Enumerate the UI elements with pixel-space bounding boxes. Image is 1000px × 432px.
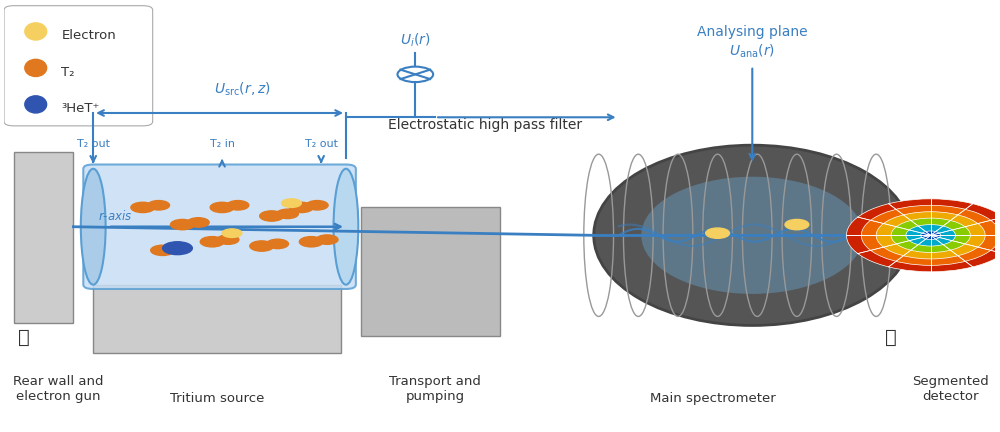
Circle shape <box>277 209 298 219</box>
Circle shape <box>227 200 249 210</box>
Text: ³HeT⁺: ³HeT⁺ <box>61 102 100 115</box>
Text: 🚶: 🚶 <box>18 327 30 346</box>
Circle shape <box>299 237 323 247</box>
Ellipse shape <box>81 169 106 285</box>
Text: Analysing plane: Analysing plane <box>697 25 808 39</box>
Bar <box>361 207 500 336</box>
Circle shape <box>200 237 224 247</box>
Circle shape <box>306 200 328 210</box>
Circle shape <box>316 235 338 245</box>
Circle shape <box>217 235 239 245</box>
Ellipse shape <box>334 169 358 285</box>
Text: T₂: T₂ <box>61 66 75 79</box>
Text: Transport and
pumping: Transport and pumping <box>389 375 481 403</box>
Text: Electron: Electron <box>61 29 116 42</box>
Circle shape <box>785 219 809 230</box>
Circle shape <box>861 205 1000 265</box>
Circle shape <box>222 229 242 238</box>
Ellipse shape <box>25 96 47 113</box>
Circle shape <box>171 219 194 230</box>
Circle shape <box>891 218 970 252</box>
Bar <box>14 152 73 323</box>
Circle shape <box>168 244 189 253</box>
Text: T₂ out: T₂ out <box>77 140 110 149</box>
Text: T₂ out: T₂ out <box>305 140 338 149</box>
Circle shape <box>282 199 301 207</box>
Text: Main spectrometer: Main spectrometer <box>650 392 776 405</box>
Circle shape <box>151 245 174 255</box>
Text: $r$-axis: $r$-axis <box>98 209 133 223</box>
Text: Electrostatic high pass filter: Electrostatic high pass filter <box>388 118 582 132</box>
Circle shape <box>706 228 729 238</box>
Ellipse shape <box>641 177 863 294</box>
Circle shape <box>187 218 209 227</box>
Circle shape <box>163 242 192 254</box>
Ellipse shape <box>25 59 47 76</box>
Circle shape <box>906 225 955 246</box>
Text: $U_\mathrm{ana}(r)$: $U_\mathrm{ana}(r)$ <box>729 42 775 60</box>
Circle shape <box>250 241 274 251</box>
Text: $U_i(r)$: $U_i(r)$ <box>400 31 431 49</box>
Circle shape <box>397 67 433 82</box>
Bar <box>93 285 341 353</box>
Text: Rear wall and
electron gun: Rear wall and electron gun <box>13 375 104 403</box>
Ellipse shape <box>25 23 47 40</box>
Circle shape <box>267 239 288 249</box>
Circle shape <box>148 200 170 210</box>
Circle shape <box>210 202 234 213</box>
FancyBboxPatch shape <box>4 6 153 126</box>
Text: $U_\mathrm{src}(r,z)$: $U_\mathrm{src}(r,z)$ <box>214 80 270 98</box>
Circle shape <box>289 202 313 213</box>
Text: 🚶: 🚶 <box>885 327 897 346</box>
Text: Tritium source: Tritium source <box>170 392 264 405</box>
Circle shape <box>921 231 941 240</box>
Text: Segmented
detector: Segmented detector <box>912 375 989 403</box>
Circle shape <box>876 212 985 259</box>
Text: T₂ in: T₂ in <box>210 140 235 149</box>
FancyBboxPatch shape <box>83 165 356 289</box>
Circle shape <box>260 211 284 221</box>
Circle shape <box>131 202 155 213</box>
Circle shape <box>846 199 1000 272</box>
Ellipse shape <box>594 145 911 325</box>
